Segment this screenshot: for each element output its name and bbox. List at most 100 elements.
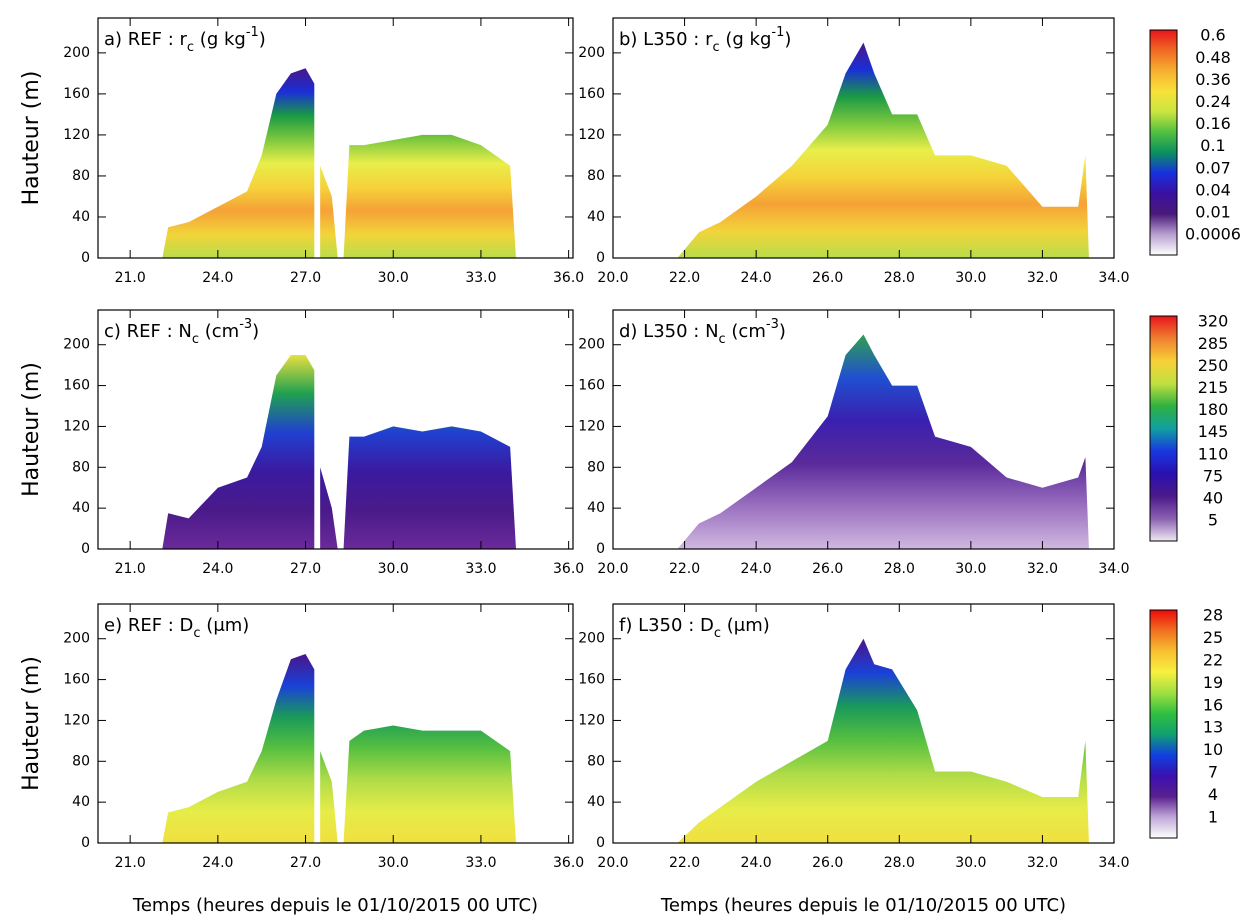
y-tick-label: 120: [63, 712, 90, 728]
title-part: (g kg: [720, 29, 772, 50]
cloud-area: [677, 42, 1089, 258]
x-tick-label: 32.0: [1027, 270, 1058, 286]
y-tick-label: 120: [63, 418, 90, 434]
colorbar: 320 285 250 215 180 145 110 75 40 5: [1149, 312, 1229, 542]
y-tick-label: 40: [587, 794, 605, 810]
y-axis-label: Hauteur (m): [19, 71, 44, 206]
colorbar-label: 40: [1203, 489, 1223, 508]
x-tick-label: 26.0: [812, 855, 843, 871]
x-tick-label: 26.0: [812, 561, 843, 577]
colorbar-label: 22: [1203, 651, 1223, 670]
colorbar-label: 10: [1203, 740, 1223, 759]
plot-frame: [612, 309, 1115, 550]
x-tick-label: 24.0: [741, 855, 772, 871]
title-part: -1: [246, 25, 259, 40]
title-part: ): [784, 29, 791, 50]
colorbar-label: 285: [1198, 334, 1229, 353]
x-tick-label: 26.0: [812, 270, 843, 286]
x-tick-label: 20.0: [597, 855, 628, 871]
x-tick-label: 30.0: [378, 561, 409, 577]
colorbar-label: 250: [1198, 356, 1229, 375]
colorbar-label: 1: [1208, 807, 1218, 826]
y-tick-label: 0: [596, 250, 605, 266]
cloud-area: [677, 638, 1089, 843]
x-tick-label: 22.0: [669, 270, 700, 286]
x-tick-label: 20.0: [597, 270, 628, 286]
x-tick-label: 30.0: [955, 561, 986, 577]
x-tick-label: 24.0: [202, 270, 233, 286]
panel-title: c) REF : Nc (cm-3): [104, 317, 259, 347]
panel: 0 40 80 120 160 200 21.0 24.0 27.0 30.0 33.0 36.0 a)…: [19, 17, 584, 286]
title-part: c: [719, 332, 726, 347]
x-tick-label: 24.0: [741, 561, 772, 577]
colorbar-label: 320: [1198, 312, 1229, 331]
title-part: (g kg: [194, 29, 246, 50]
x-tick-label: 36.0: [553, 561, 584, 577]
x-tick-label: 30.0: [955, 855, 986, 871]
x-tick-label: 20.0: [597, 561, 628, 577]
x-tick-label: 28.0: [884, 855, 915, 871]
colorbar-label: 13: [1203, 718, 1223, 737]
y-tick-label: 80: [72, 459, 90, 475]
x-tick-label: 22.0: [669, 561, 700, 577]
x-tick-label: 27.0: [290, 270, 321, 286]
panel: 0 40 80 120 160 200 21.0 24.0 27.0 30.0 33.0 36.0 e)…: [19, 603, 584, 916]
title-part: (cm: [726, 321, 766, 342]
title-part: f) L350 : D: [619, 615, 714, 636]
y-tick-label: 160: [578, 86, 605, 102]
y-tick-label: 80: [587, 753, 605, 769]
plot-frame: [612, 603, 1115, 844]
x-tick-label: 33.0: [465, 270, 496, 286]
plot-frame: [97, 17, 574, 259]
title-part: -3: [239, 317, 252, 332]
colorbar-label: 28: [1203, 606, 1223, 625]
colorbar-label: 25: [1203, 628, 1223, 647]
colorbar: 28 25 22 19 16 13 10 7 4 1: [1149, 606, 1223, 839]
title-part: -1: [771, 25, 784, 40]
colorbar-label: 7: [1208, 763, 1218, 782]
x-tick-label: 34.0: [1098, 561, 1129, 577]
y-tick-label: 40: [587, 500, 605, 516]
colorbar-label: 180: [1198, 400, 1229, 419]
title-part: b) L350 : r: [619, 29, 713, 50]
y-tick-label: 160: [578, 672, 605, 688]
y-tick-label: 80: [72, 168, 90, 184]
title-part: ): [259, 29, 266, 50]
colorbar-label: 0.04: [1195, 180, 1231, 199]
title-part: -3: [766, 317, 779, 332]
colorbar-label: 0.48: [1195, 48, 1231, 67]
y-tick-label: 200: [63, 631, 90, 647]
colorbar-label: 4: [1208, 785, 1218, 804]
colorbar-scale: [1149, 315, 1178, 542]
x-tick-label: 22.0: [669, 855, 700, 871]
y-tick-label: 40: [72, 500, 90, 516]
x-tick-label: 33.0: [465, 561, 496, 577]
y-tick-label: 200: [63, 337, 90, 353]
x-tick-label: 24.0: [202, 855, 233, 871]
colorbar-label: 16: [1203, 695, 1223, 714]
y-tick-label: 200: [578, 631, 605, 647]
x-tick-label: 27.0: [290, 561, 321, 577]
title-part: a) REF : r: [104, 29, 188, 50]
title-part: c: [712, 40, 719, 55]
colorbar-label: 110: [1198, 444, 1229, 463]
y-tick-label: 40: [72, 794, 90, 810]
x-tick-label: 36.0: [553, 270, 584, 286]
title-part: c: [714, 626, 721, 641]
x-tick-label: 27.0: [290, 855, 321, 871]
colorbar-label: 0.1: [1200, 136, 1225, 155]
y-tick-label: 160: [63, 86, 90, 102]
x-tick-label: 34.0: [1098, 270, 1129, 286]
title-part: c: [192, 332, 199, 347]
cloud-area: [162, 354, 517, 549]
title-part: c) REF : N: [104, 321, 192, 342]
x-tick-label: 28.0: [884, 561, 915, 577]
x-tick-label: 21.0: [115, 855, 146, 871]
x-tick-label: 32.0: [1027, 855, 1058, 871]
colorbar-label: 19: [1203, 673, 1223, 692]
y-tick-label: 200: [578, 45, 605, 61]
y-tick-label: 80: [587, 459, 605, 475]
colorbar: 0.6 0.48 0.36 0.24 0.16 0.1 0.07 0.04 0.01 0.0006: [1149, 26, 1241, 256]
title-part: d) L350 : N: [619, 321, 719, 342]
y-tick-label: 80: [72, 753, 90, 769]
